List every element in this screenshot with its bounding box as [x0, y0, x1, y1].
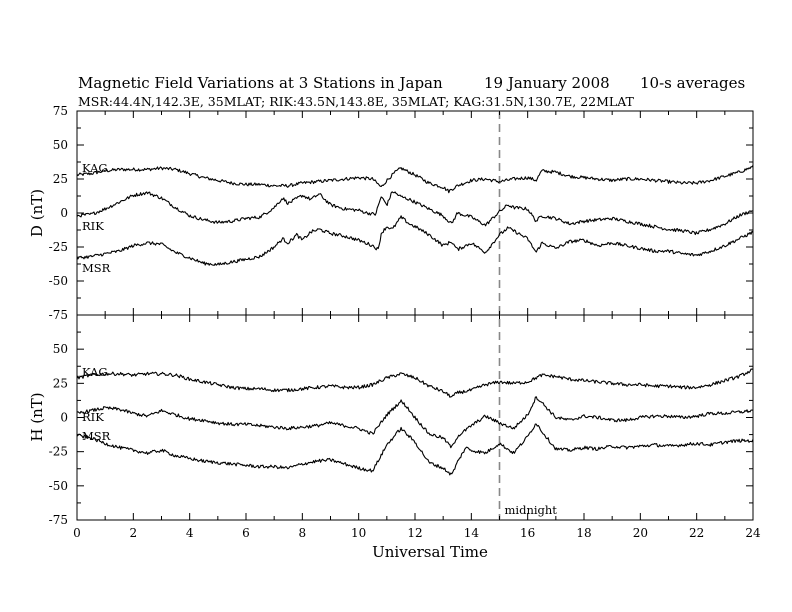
d-ytick-label: -75	[49, 308, 68, 322]
station-coordinates: MSR:44.4N,142.3E, 35MLAT; RIK:43.5N,143.…	[78, 94, 635, 109]
h-panel-ylabel: H (nT)	[28, 392, 46, 441]
xtick-label: 2	[130, 526, 138, 540]
h-ytick-label: -50	[49, 479, 68, 493]
x-axis-label: Universal Time	[372, 543, 488, 561]
h-ytick-label: -25	[49, 445, 68, 459]
midnight-label: midnight	[505, 503, 558, 517]
h-series-label-kag: KAG	[82, 365, 108, 379]
xtick-label: 18	[576, 526, 591, 540]
d-trace-kag	[76, 164, 754, 194]
h-trace-kag	[76, 368, 754, 398]
chart-title: Magnetic Field Variations at 3 Stations …	[78, 74, 443, 92]
chart-averaging: 10-s averages	[640, 74, 745, 92]
xtick-label: 6	[242, 526, 250, 540]
h-ytick-label: 50	[53, 342, 68, 356]
d-panel-frame	[76, 110, 754, 316]
d-trace-rik	[76, 191, 754, 236]
d-ytick-label: 0	[60, 206, 68, 220]
xtick-label: 8	[299, 526, 307, 540]
xtick-label: 10	[351, 526, 366, 540]
xtick-label: 14	[464, 526, 480, 540]
h-trace-rik	[76, 396, 754, 449]
h-ytick-label: -75	[49, 513, 68, 527]
d-series-label-rik: RIK	[82, 219, 104, 233]
d-trace-msr	[76, 215, 754, 266]
d-ytick-label: 75	[53, 104, 68, 118]
h-series-label-msr: MSR	[82, 429, 111, 443]
d-panel-ylabel: D (nT)	[28, 189, 46, 237]
xtick-label: 12	[407, 526, 422, 540]
xtick-label: 0	[73, 526, 81, 540]
d-ytick-label: 25	[53, 172, 68, 186]
h-trace-msr	[76, 423, 754, 476]
d-series-label-kag: KAG	[82, 161, 108, 175]
xtick-label: 22	[689, 526, 704, 540]
xtick-label: 16	[520, 526, 535, 540]
h-ytick-label: 25	[53, 376, 68, 390]
xtick-label: 20	[633, 526, 648, 540]
data-traces	[76, 164, 754, 476]
h-series-label-rik: RIK	[82, 410, 104, 424]
xtick-label: 24	[745, 526, 761, 540]
d-series-label-msr: MSR	[82, 261, 111, 275]
d-ytick-label: 50	[53, 138, 68, 152]
chart-date: 19 January 2008	[484, 74, 610, 92]
d-ytick-label: -25	[49, 240, 68, 254]
xtick-label: 4	[186, 526, 194, 540]
d-ytick-label: -50	[49, 274, 68, 288]
h-ytick-label: 0	[60, 411, 68, 425]
